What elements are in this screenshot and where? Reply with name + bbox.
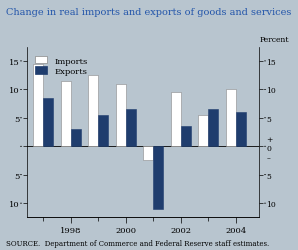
Bar xyxy=(61,82,71,147)
Bar xyxy=(43,98,53,147)
Bar xyxy=(181,127,191,147)
Bar xyxy=(208,110,218,147)
Bar xyxy=(116,84,126,147)
Text: Percent: Percent xyxy=(260,36,289,44)
Bar xyxy=(171,93,181,147)
Text: SOURCE.  Department of Commerce and Federal Reserve staff estimates.: SOURCE. Department of Commerce and Feder… xyxy=(6,240,269,248)
Bar xyxy=(236,113,246,147)
Bar xyxy=(153,147,163,209)
Bar xyxy=(143,147,153,161)
Bar xyxy=(126,110,136,147)
Bar xyxy=(98,116,108,147)
Bar xyxy=(198,116,208,147)
Bar xyxy=(89,76,98,147)
Text: Change in real imports and exports of goods and services: Change in real imports and exports of go… xyxy=(6,8,291,16)
Bar xyxy=(33,64,43,147)
Bar xyxy=(226,90,236,147)
Bar xyxy=(71,130,81,147)
Legend: Imports, Exports: Imports, Exports xyxy=(33,55,89,77)
